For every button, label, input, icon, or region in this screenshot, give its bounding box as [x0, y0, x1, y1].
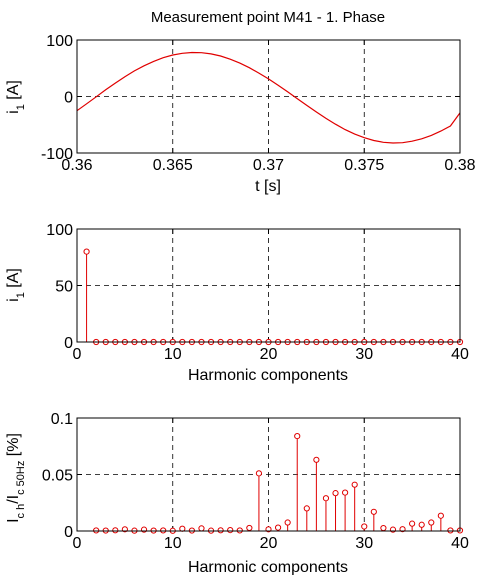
- x-tick-label: 0.365: [153, 157, 193, 174]
- stem-marker: [332, 490, 339, 497]
- series-line: [76, 51, 461, 144]
- y-tick-label: 0: [64, 90, 73, 107]
- y-tick-label: -100: [41, 146, 73, 163]
- x-tick-label: 0: [73, 535, 82, 552]
- harmonic-amplitude-plot: i1 [A] Harmonic components 0 10 20 30 40 0 50 1…: [5, 222, 469, 384]
- stem-marker: [322, 495, 330, 502]
- time-domain-plot: i1 [A] t [s] 0.36 0.365 0.37 0.375 0.38 -100 0…: [5, 33, 476, 195]
- stem-marker: [274, 524, 282, 531]
- stem-marker: [418, 521, 425, 528]
- stem-marker: [380, 524, 387, 532]
- stem-marker: [447, 527, 454, 534]
- chart-title: Measurement point M41 - 1. Phase: [151, 9, 385, 26]
- panel2-xlabel: Harmonic components: [188, 367, 348, 384]
- stem-marker: [284, 519, 291, 526]
- stem-marker: [246, 524, 253, 532]
- stem-marker: [236, 527, 243, 534]
- stem-marker: [160, 527, 167, 534]
- y-tick-label: 0.05: [42, 468, 73, 485]
- x-tick-label: 0.36: [61, 157, 92, 174]
- axes-box: [76, 417, 461, 532]
- x-tick-label: 40: [451, 346, 469, 363]
- stem-marker: [361, 523, 368, 530]
- x-tick-label: 0.37: [253, 157, 284, 174]
- axes-box: [76, 228, 461, 343]
- stem-marker: [437, 512, 444, 519]
- x-tick-label: 0.38: [444, 157, 475, 174]
- stem-marker: [342, 489, 349, 496]
- stem-marker: [409, 520, 416, 527]
- y-tick-label: 100: [46, 222, 73, 239]
- axes-box: [76, 39, 461, 154]
- y-tick-label: 50: [55, 279, 73, 296]
- stem-marker: [83, 248, 90, 255]
- panel3-xlabel: Harmonic components: [188, 559, 348, 575]
- stem-marker: [93, 527, 100, 534]
- stem-marker: [428, 519, 435, 526]
- stem-marker: [399, 526, 406, 533]
- stem-marker: [303, 505, 310, 512]
- y-tick-label: 0.1: [51, 411, 73, 428]
- x-tick-label: 30: [355, 535, 373, 552]
- y-tick-label: 0: [64, 335, 73, 352]
- x-tick-label: 0: [73, 346, 82, 363]
- x-tick-label: 0.375: [344, 157, 384, 174]
- stem-marker: [217, 527, 224, 534]
- stem-marker: [255, 470, 263, 477]
- panel1-ylabel: i1 [A]: [5, 80, 27, 114]
- panel3-ylabel: Ic h/Ic 50Hz [%]: [5, 433, 27, 523]
- stem-marker: [112, 527, 119, 534]
- harmonic-ratio-plot: Ic h/Ic 50Hz [%] Harmonic components 0 10…: [5, 411, 469, 575]
- x-tick-label: 10: [164, 535, 182, 552]
- x-tick-label: 10: [164, 346, 182, 363]
- panel1-xlabel: t [s]: [255, 178, 281, 195]
- stem-marker: [370, 508, 377, 515]
- x-tick-label: 40: [451, 535, 469, 552]
- stem-marker: [198, 525, 205, 532]
- stem-marker: [351, 481, 358, 488]
- x-tick-label: 20: [260, 346, 278, 363]
- x-tick-label: 30: [355, 346, 373, 363]
- stem-marker: [227, 526, 234, 534]
- y-tick-label: 100: [46, 33, 73, 50]
- x-tick-label: 20: [260, 535, 278, 552]
- stem-marker: [313, 456, 320, 463]
- panel2-ylabel: i1 [A]: [5, 268, 27, 302]
- y-tick-label: 0: [64, 524, 73, 541]
- stem-marker: [294, 432, 301, 440]
